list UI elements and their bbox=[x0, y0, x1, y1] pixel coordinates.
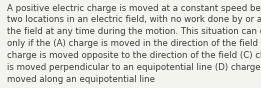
Text: moved along an equipotential line: moved along an equipotential line bbox=[7, 75, 155, 84]
Text: two locations in an electric field, with no work done by or against: two locations in an electric field, with… bbox=[7, 15, 261, 24]
Text: only if the (A) charge is moved in the direction of the field (B): only if the (A) charge is moved in the d… bbox=[7, 39, 261, 48]
Text: is moved perpendicular to an equipotential line (D) charge is: is moved perpendicular to an equipotenti… bbox=[7, 63, 261, 72]
Text: the field at any time during the motion. This situation can occur: the field at any time during the motion.… bbox=[7, 27, 261, 36]
Text: charge is moved opposite to the direction of the field (C) charge: charge is moved opposite to the directio… bbox=[7, 51, 261, 60]
Text: A positive electric charge is moved at a constant speed between: A positive electric charge is moved at a… bbox=[7, 4, 261, 12]
